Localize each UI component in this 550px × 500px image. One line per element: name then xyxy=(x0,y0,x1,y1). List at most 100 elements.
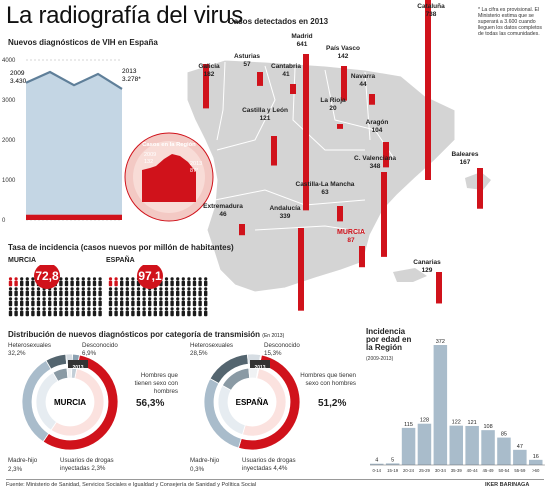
murcia-year-badge: 2013 xyxy=(72,365,83,371)
map-value-madrid: 641 xyxy=(297,41,308,48)
start-year: 2009 xyxy=(10,70,25,77)
map-label-extremadura: Extremadura xyxy=(203,203,243,210)
age-bar-category: >60 xyxy=(532,468,540,473)
person-icon xyxy=(14,277,18,287)
age-bar-value: 121 xyxy=(468,420,477,426)
person-icon xyxy=(53,287,57,297)
end-year: 2013 xyxy=(122,68,137,75)
map-label-galicia: Galicia xyxy=(198,63,220,70)
map-label-la-rioja: La Rioja xyxy=(320,97,346,104)
person-icon xyxy=(59,307,63,317)
person-icon xyxy=(87,297,91,307)
map-value-c-valenciana: 348 xyxy=(370,163,381,170)
person-icon xyxy=(92,297,97,307)
age-bar-category: 35-39 xyxy=(451,468,463,473)
map-bar-baleares xyxy=(477,168,483,209)
person-icon xyxy=(36,307,41,317)
person-icon xyxy=(136,297,141,307)
map-bar-murcia xyxy=(359,246,365,268)
person-icon xyxy=(36,287,41,297)
map-label-asturias: Asturias xyxy=(234,53,260,60)
person-icon xyxy=(42,297,46,307)
espana-incidence-value: 97,1 xyxy=(138,269,162,283)
person-icon xyxy=(14,307,18,317)
espana-madre-label: Madre-hijo xyxy=(190,457,220,464)
map-value-galicia: 182 xyxy=(204,71,215,78)
person-icon xyxy=(8,277,13,287)
donut-slice xyxy=(255,368,260,379)
person-icon xyxy=(70,277,74,287)
murcia-hetero-label: Heterosexuales xyxy=(8,342,51,349)
person-icon xyxy=(98,297,102,307)
person-icon xyxy=(159,287,163,297)
person-icon xyxy=(198,307,202,317)
espana-desc-label: Desconocido xyxy=(264,342,300,349)
person-icon xyxy=(81,277,85,287)
vih-chart-heading: Nuevos diagnósticos de VIH en España xyxy=(8,38,158,47)
person-icon xyxy=(136,307,141,317)
person-icon xyxy=(153,307,157,317)
end-value: 3.278* xyxy=(122,76,141,83)
person-icon xyxy=(53,307,57,317)
age-bar xyxy=(401,427,416,465)
murcia-hsh-value: 56,3% xyxy=(136,398,165,409)
person-icon xyxy=(170,297,174,307)
person-icon xyxy=(64,297,69,307)
vih-chart: 4000 3000 2000 1000 0 2009 3.430 2013 3.278* xyxy=(2,58,141,224)
person-icon xyxy=(125,297,129,307)
person-icon xyxy=(48,307,52,317)
region-area xyxy=(142,154,196,202)
person-icon xyxy=(25,287,29,297)
person-icon xyxy=(148,307,152,317)
age-bar-value: 122 xyxy=(452,420,461,426)
footer-author: IKER BARINAGA xyxy=(485,482,530,488)
age-bar-value: 108 xyxy=(483,424,492,430)
person-icon xyxy=(131,307,135,317)
person-icon xyxy=(120,277,124,287)
vih-tick-label: 1000 xyxy=(2,178,16,184)
age-bar-category: 45-49 xyxy=(483,468,495,473)
map-bar-galicia xyxy=(203,64,209,109)
map-bar-arag-n xyxy=(383,142,389,168)
age-bar-category: 0-14 xyxy=(372,468,381,473)
person-icon xyxy=(31,277,35,287)
person-icon xyxy=(25,297,29,307)
person-icon xyxy=(164,287,169,297)
person-icon xyxy=(76,287,80,297)
age-bar xyxy=(370,463,384,465)
person-icon xyxy=(204,297,208,307)
person-icon xyxy=(70,297,74,307)
provisional-note: * La cifra es provisional. El Ministerio… xyxy=(478,7,543,37)
person-icon xyxy=(8,287,13,297)
map-label-madrid: Madrid xyxy=(291,33,312,40)
person-icon xyxy=(92,307,97,317)
person-icon xyxy=(87,277,91,287)
person-icon xyxy=(192,297,197,307)
person-icon xyxy=(31,307,35,317)
person-icon xyxy=(14,287,18,297)
person-icon xyxy=(125,287,129,297)
map-label-cantabria: Cantabria xyxy=(271,63,301,70)
age-bar xyxy=(385,463,400,465)
person-icon xyxy=(25,277,29,287)
spain-area xyxy=(26,72,122,220)
person-icon xyxy=(114,287,118,297)
person-icon xyxy=(59,277,63,287)
person-icon xyxy=(187,307,191,317)
map-bar-castilla-y-le-n xyxy=(271,136,277,166)
map-label-pa-s-vasco: País Vasco xyxy=(326,45,360,52)
year-badge-bg xyxy=(68,360,88,368)
person-icon xyxy=(181,297,185,307)
age-bar-value: 4 xyxy=(375,458,378,464)
age-bar-value: 372 xyxy=(436,339,445,345)
person-icon xyxy=(64,277,69,287)
person-icon xyxy=(181,287,185,297)
map-value-canarias: 129 xyxy=(422,267,433,274)
person-icon xyxy=(14,297,18,307)
map-value-cantabria: 41 xyxy=(282,71,290,78)
murcia-madre-value: 2,3% xyxy=(8,466,23,473)
person-icon xyxy=(59,297,63,307)
person-icon xyxy=(192,307,197,317)
person-icon xyxy=(25,307,29,317)
